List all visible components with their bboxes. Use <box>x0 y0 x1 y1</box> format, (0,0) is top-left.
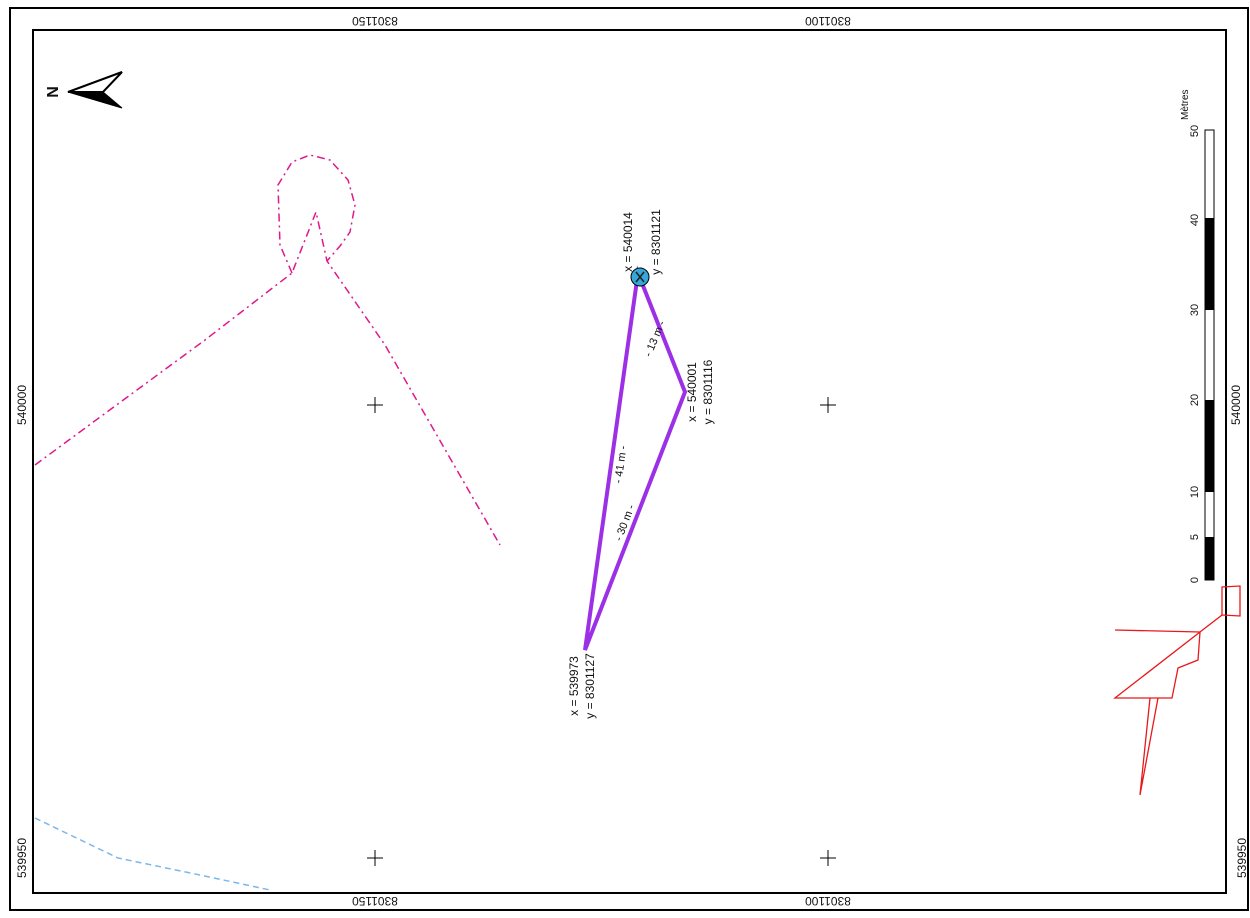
inner-frame <box>32 29 1227 894</box>
grid-cross <box>820 850 836 866</box>
grid-label-right-upper: 540000 <box>1229 385 1243 425</box>
grid-label-bottom-right: 8301100 <box>805 894 851 908</box>
grid-label-left-lower: 539950 <box>15 838 29 878</box>
grid-cross <box>367 397 383 413</box>
pink-boundary-line <box>34 154 501 546</box>
scale-bar: 0 5 10 20 30 40 50 Mètres <box>1180 89 1215 583</box>
point-b-x-label: x = 540001 <box>685 362 699 422</box>
point-a-x-label: x = 540014 <box>621 212 635 272</box>
survey-point-marker-icon <box>630 267 650 287</box>
grid-cross <box>820 397 836 413</box>
scale-tick-40: 40 <box>1189 214 1201 226</box>
scale-tick-0: 0 <box>1189 577 1201 583</box>
point-c-x-label: x = 539973 <box>567 656 581 716</box>
scale-tick-30: 30 <box>1189 304 1201 316</box>
outer-frame <box>9 7 1249 911</box>
scale-tick-50: 50 <box>1189 125 1201 137</box>
grid-label-top-right: 8301100 <box>805 14 851 28</box>
grid-cross <box>367 850 383 866</box>
red-parcel-outline <box>1113 585 1241 796</box>
grid-label-bottom-left: 8301150 <box>352 894 398 908</box>
scale-tick-20: 20 <box>1189 394 1201 406</box>
grid-label-left-upper: 540000 <box>15 385 29 425</box>
grid-crosses <box>367 397 836 866</box>
north-letter: N <box>45 86 62 98</box>
grid-label-right-lower: 539950 <box>1235 838 1249 878</box>
point-b-y-label: y = 8301116 <box>701 359 715 424</box>
scale-unit: Mètres <box>1180 89 1191 120</box>
blue-dashed-line <box>34 817 271 891</box>
north-arrow-icon: N <box>45 71 123 109</box>
scale-tick-10: 10 <box>1189 486 1201 498</box>
grid-label-top-left: 8301150 <box>352 14 398 28</box>
point-a-y-label: y = 8301121 <box>649 209 663 275</box>
scale-tick-5: 5 <box>1189 534 1201 540</box>
distance-label-ac: - 41 m - <box>612 445 629 485</box>
point-c-y-label: y = 8301127 <box>583 653 597 719</box>
survey-triangle <box>583 265 688 651</box>
